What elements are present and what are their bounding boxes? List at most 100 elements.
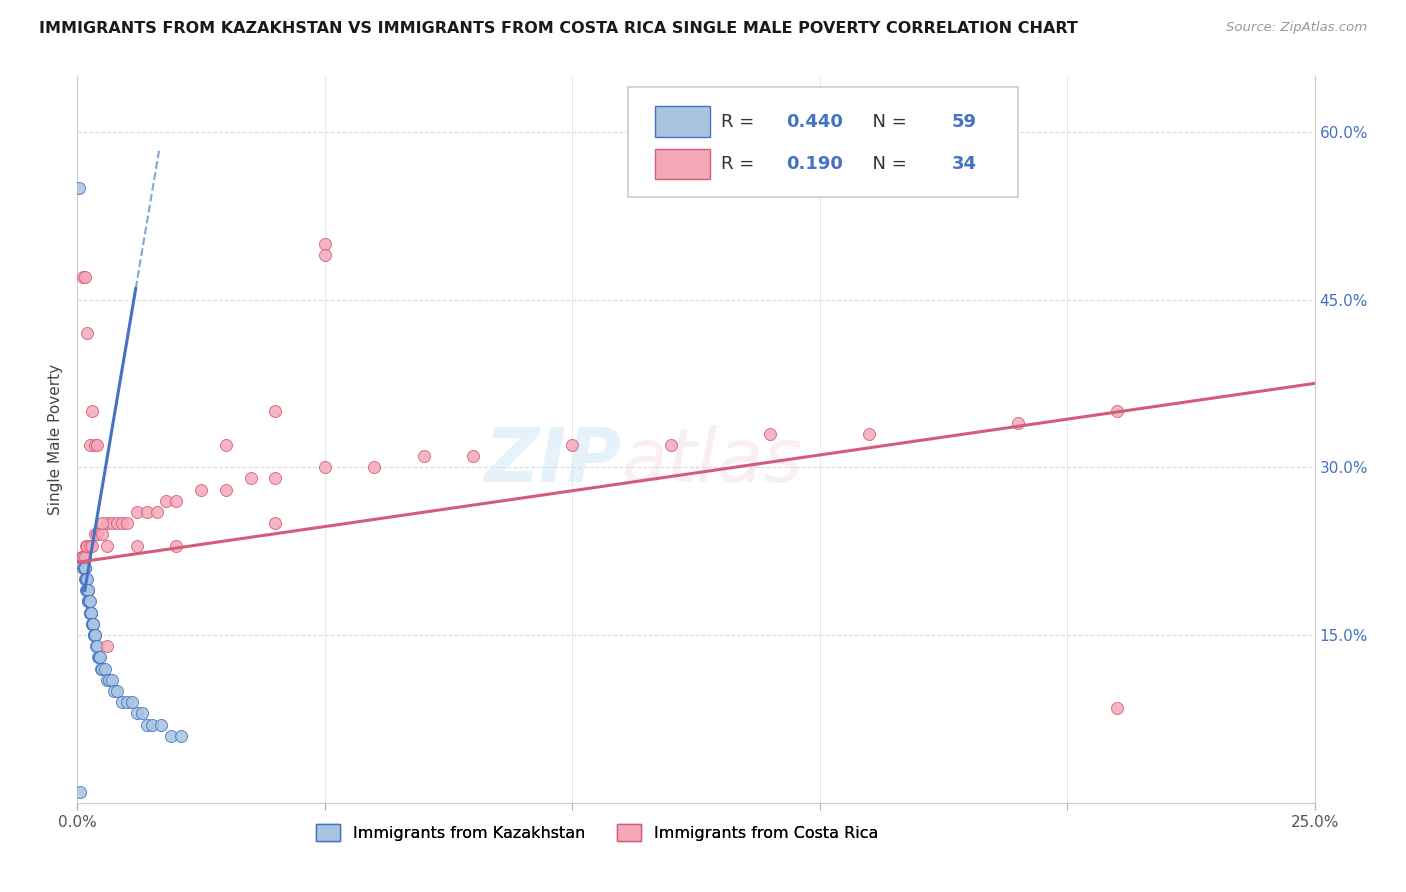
Point xyxy=(215,438,238,452)
Point xyxy=(80,606,103,620)
Point xyxy=(463,449,485,463)
Point xyxy=(1105,404,1128,418)
Point xyxy=(79,606,101,620)
Point xyxy=(160,729,183,743)
Point xyxy=(103,684,125,698)
Point xyxy=(76,326,98,340)
Point xyxy=(72,270,94,285)
Point xyxy=(264,516,287,531)
Point xyxy=(125,706,148,721)
Text: R =: R = xyxy=(721,155,765,173)
Point xyxy=(165,539,187,553)
Point xyxy=(135,505,157,519)
Point xyxy=(111,695,134,709)
Text: 0.440: 0.440 xyxy=(786,112,844,130)
Point xyxy=(73,549,96,564)
Point xyxy=(105,684,128,698)
Point xyxy=(76,583,98,598)
Point xyxy=(86,438,108,452)
Text: N =: N = xyxy=(860,112,912,130)
Point xyxy=(72,549,94,564)
Point xyxy=(141,717,163,731)
Point xyxy=(75,561,97,575)
Point xyxy=(314,236,336,251)
Point xyxy=(91,527,114,541)
Point xyxy=(79,594,101,608)
Point xyxy=(858,426,880,441)
FancyBboxPatch shape xyxy=(628,87,1018,197)
Point xyxy=(363,460,385,475)
Point xyxy=(84,639,107,653)
Point xyxy=(77,594,100,608)
Point xyxy=(101,516,124,531)
Point xyxy=(115,695,138,709)
Point xyxy=(82,616,104,631)
Point xyxy=(80,616,103,631)
Point xyxy=(145,505,167,519)
Point xyxy=(96,673,118,687)
Point xyxy=(72,549,94,564)
Text: N =: N = xyxy=(860,155,912,173)
Point xyxy=(165,493,187,508)
Point xyxy=(76,539,98,553)
Point xyxy=(79,539,101,553)
Point xyxy=(96,516,118,531)
Point xyxy=(77,594,100,608)
Point xyxy=(80,606,103,620)
Point xyxy=(73,561,96,575)
Point xyxy=(75,572,97,586)
Point xyxy=(82,539,104,553)
Point xyxy=(215,483,238,497)
Point xyxy=(412,449,434,463)
Point xyxy=(155,493,177,508)
Point xyxy=(83,628,105,642)
Text: ZIP: ZIP xyxy=(485,425,621,498)
Point xyxy=(91,662,114,676)
Point xyxy=(96,639,118,653)
Text: R =: R = xyxy=(721,112,759,130)
Point xyxy=(190,483,212,497)
Text: IMMIGRANTS FROM KAZAKHSTAN VS IMMIGRANTS FROM COSTA RICA SINGLE MALE POVERTY COR: IMMIGRANTS FROM KAZAKHSTAN VS IMMIGRANTS… xyxy=(39,21,1078,36)
Point xyxy=(91,516,114,531)
Point xyxy=(101,673,124,687)
Point xyxy=(93,662,115,676)
Point xyxy=(75,539,97,553)
Point xyxy=(105,516,128,531)
Point xyxy=(73,561,96,575)
Y-axis label: Single Male Poverty: Single Male Poverty xyxy=(48,364,63,515)
Point xyxy=(75,583,97,598)
Legend: Immigrants from Kazakhstan, Immigrants from Costa Rica: Immigrants from Kazakhstan, Immigrants f… xyxy=(309,818,884,847)
Point xyxy=(135,717,157,731)
Point xyxy=(98,673,121,687)
Point xyxy=(76,583,98,598)
Point xyxy=(67,180,90,194)
Point xyxy=(77,594,100,608)
Point xyxy=(561,438,583,452)
Point xyxy=(82,616,104,631)
FancyBboxPatch shape xyxy=(655,106,710,136)
Point xyxy=(76,583,98,598)
Point xyxy=(83,628,105,642)
Point xyxy=(121,695,143,709)
Point xyxy=(82,404,104,418)
Point xyxy=(73,549,96,564)
Point xyxy=(76,572,98,586)
Point xyxy=(131,706,153,721)
Point xyxy=(87,650,110,665)
Point xyxy=(73,270,96,285)
FancyBboxPatch shape xyxy=(655,148,710,179)
Point xyxy=(83,527,105,541)
Text: Source: ZipAtlas.com: Source: ZipAtlas.com xyxy=(1226,21,1367,34)
Point xyxy=(72,549,94,564)
Point xyxy=(264,404,287,418)
Point xyxy=(87,650,110,665)
Point xyxy=(1105,700,1128,714)
Point xyxy=(75,572,97,586)
Point xyxy=(125,505,148,519)
Point xyxy=(314,248,336,262)
Text: 34: 34 xyxy=(952,155,977,173)
Point xyxy=(75,572,97,586)
Point xyxy=(86,527,108,541)
Text: 0.190: 0.190 xyxy=(786,155,844,173)
Point xyxy=(659,438,682,452)
